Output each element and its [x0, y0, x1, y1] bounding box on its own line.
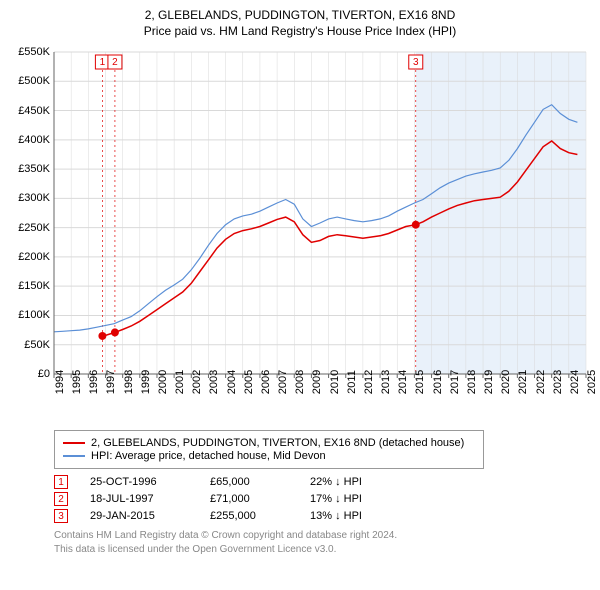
x-axis-label: 2014 [397, 370, 409, 394]
y-axis-label: £400K [6, 134, 50, 146]
x-axis-label: 2007 [277, 370, 289, 394]
svg-text:3: 3 [413, 57, 419, 68]
price-vs-hpi-chart: 12 3 £0 £50K £100K £150K £200K £250K £300K £350K £… [6, 44, 594, 424]
y-axis-label: £150K [6, 280, 50, 292]
x-axis-label: 2003 [208, 370, 220, 394]
x-axis-label: 1994 [54, 370, 66, 394]
chart-title-block: 2, GLEBELANDS, PUDDINGTON, TIVERTON, EX1… [6, 8, 594, 38]
y-axis-label: £0 [6, 368, 50, 380]
x-axis-label: 2002 [191, 370, 203, 394]
sale-price: £65,000 [210, 476, 310, 488]
y-axis-label: £50K [6, 339, 50, 351]
y-axis-label: £100K [6, 309, 50, 321]
y-axis-label: £500K [6, 75, 50, 87]
x-axis-label: 2015 [414, 370, 426, 394]
legend-item: HPI: Average price, detached house, Mid … [63, 450, 475, 462]
x-axis-label: 2020 [500, 370, 512, 394]
x-axis-label: 2010 [329, 370, 341, 394]
sale-delta: 17% ↓ HPI [310, 493, 410, 505]
sales-row: 3 29-JAN-2015 £255,000 13% ↓ HPI [54, 509, 594, 523]
x-axis-label: 2008 [294, 370, 306, 394]
x-axis-label: 2009 [311, 370, 323, 394]
x-axis-label: 2011 [346, 370, 358, 394]
y-axis-label: £350K [6, 163, 50, 175]
x-axis-label: 2006 [260, 370, 272, 394]
attribution-footer: Contains HM Land Registry data © Crown c… [54, 529, 594, 556]
x-axis-label: 2023 [552, 370, 564, 394]
x-axis-label: 2000 [157, 370, 169, 394]
x-axis-label: 1999 [140, 370, 152, 394]
chart-title-line1: 2, GLEBELANDS, PUDDINGTON, TIVERTON, EX1… [6, 8, 594, 22]
sale-date: 25-OCT-1996 [90, 476, 210, 488]
sales-table: 1 25-OCT-1996 £65,000 22% ↓ HPI 2 18-JUL… [54, 475, 594, 523]
x-axis-label: 2025 [586, 370, 598, 394]
sales-row: 2 18-JUL-1997 £71,000 17% ↓ HPI [54, 492, 594, 506]
x-axis-label: 2022 [535, 370, 547, 394]
x-axis-label: 2005 [243, 370, 255, 394]
chart-legend: 2, GLEBELANDS, PUDDINGTON, TIVERTON, EX1… [54, 430, 484, 469]
legend-label: HPI: Average price, detached house, Mid … [91, 450, 326, 462]
x-axis-label: 1997 [105, 370, 117, 394]
y-axis-label: £200K [6, 251, 50, 263]
legend-label: 2, GLEBELANDS, PUDDINGTON, TIVERTON, EX1… [91, 437, 464, 449]
chart-svg: 12 3 [6, 44, 594, 424]
sale-badge-icon: 2 [54, 492, 68, 506]
x-axis-label: 2004 [226, 370, 238, 394]
y-axis-label: £450K [6, 105, 50, 117]
legend-swatch [63, 455, 85, 457]
sale-delta: 22% ↓ HPI [310, 476, 410, 488]
sale-price: £71,000 [210, 493, 310, 505]
x-axis-label: 1996 [88, 370, 100, 394]
x-axis-label: 2024 [569, 370, 581, 394]
x-axis-label: 2021 [517, 370, 529, 394]
sale-price: £255,000 [210, 510, 310, 522]
x-axis-label: 2012 [363, 370, 375, 394]
sale-badge-icon: 1 [54, 475, 68, 489]
x-axis-label: 2016 [432, 370, 444, 394]
x-axis-label: 2017 [449, 370, 461, 394]
y-axis-label: £550K [6, 46, 50, 58]
x-axis-label: 2013 [380, 370, 392, 394]
y-axis-label: £250K [6, 222, 50, 234]
x-axis-label: 1998 [123, 370, 135, 394]
footer-line: This data is licensed under the Open Gov… [54, 543, 594, 557]
x-axis-label: 1995 [71, 370, 83, 394]
x-axis-label: 2018 [466, 370, 478, 394]
footer-line: Contains HM Land Registry data © Crown c… [54, 529, 594, 543]
x-axis-label: 2001 [174, 370, 186, 394]
sale-date: 18-JUL-1997 [90, 493, 210, 505]
chart-title-line2: Price paid vs. HM Land Registry's House … [6, 24, 594, 38]
sale-badge-icon: 3 [54, 509, 68, 523]
y-axis-label: £300K [6, 192, 50, 204]
sales-row: 1 25-OCT-1996 £65,000 22% ↓ HPI [54, 475, 594, 489]
sale-delta: 13% ↓ HPI [310, 510, 410, 522]
legend-item: 2, GLEBELANDS, PUDDINGTON, TIVERTON, EX1… [63, 437, 475, 449]
x-axis-label: 2019 [483, 370, 495, 394]
sale-date: 29-JAN-2015 [90, 510, 210, 522]
legend-swatch [63, 442, 85, 444]
svg-text:1: 1 [100, 57, 106, 68]
svg-text:2: 2 [112, 57, 118, 68]
